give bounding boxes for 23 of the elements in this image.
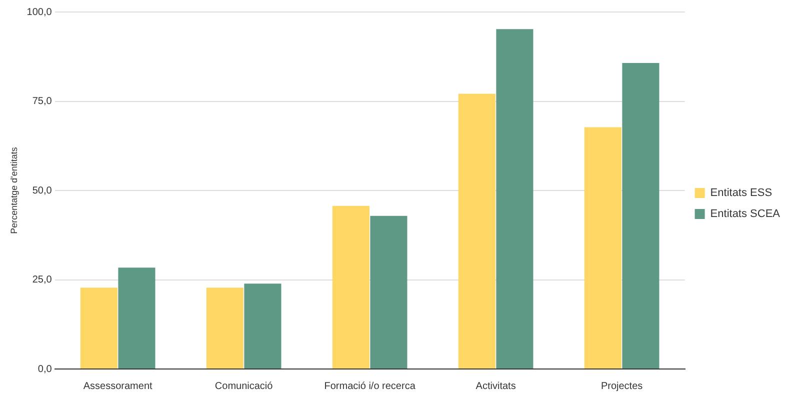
- bar: [370, 216, 408, 368]
- y-tick-label: 100,0: [26, 6, 52, 18]
- y-axis-title: Percentatge d'entitats: [8, 146, 19, 234]
- bar: [458, 94, 496, 368]
- x-tick-label: Projectes: [600, 380, 643, 392]
- bar: [584, 127, 622, 368]
- x-tick-label: Comunicació: [214, 380, 274, 392]
- bar: [206, 288, 244, 368]
- y-tick-label: 75,0: [32, 96, 52, 107]
- x-tick-label: Assessorament: [83, 380, 152, 392]
- y-tick-label: 50,0: [32, 185, 52, 196]
- y-tick-label: 25,0: [32, 274, 52, 286]
- bar: [332, 206, 370, 368]
- legend-label: Entitats ESS: [710, 187, 772, 200]
- legend-label: Entitats SCEA: [710, 208, 781, 220]
- x-tick-label: Activitats: [476, 380, 516, 392]
- bar: [118, 268, 156, 368]
- bar: [244, 284, 282, 368]
- bar: [80, 288, 118, 368]
- bar: [496, 29, 534, 368]
- x-tick-label: Formació i/o recerca: [324, 380, 416, 392]
- y-tick-label: 0,0: [38, 364, 52, 375]
- bar: [622, 63, 660, 368]
